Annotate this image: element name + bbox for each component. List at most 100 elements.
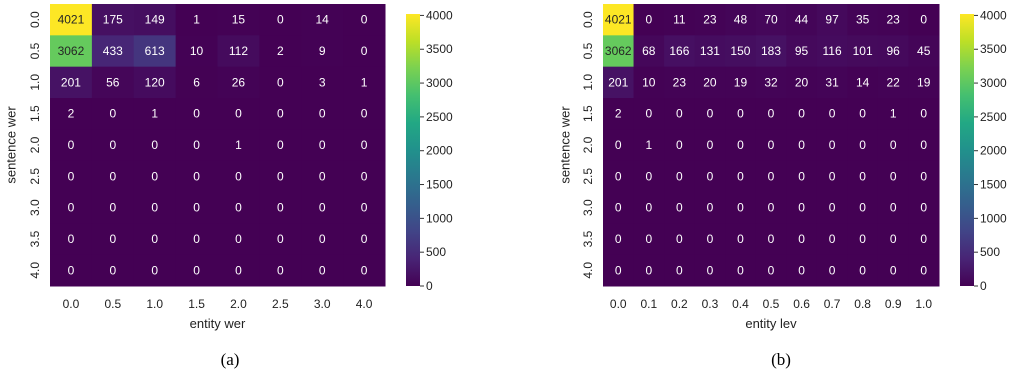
cell-value-label: 0	[68, 263, 75, 277]
cell-value-label: 23	[703, 13, 717, 27]
heatmap-cell	[908, 192, 940, 224]
colorbar-tick-label: 3000	[980, 76, 1007, 90]
heatmap-cell	[217, 4, 260, 36]
heatmap-cell	[908, 129, 940, 162]
heatmap-cell	[175, 129, 219, 162]
heatmap-cell	[175, 66, 219, 99]
colorbar	[960, 14, 974, 286]
heatmap-cell	[847, 160, 879, 193]
heatmap-cell	[343, 223, 386, 256]
cell-value-label: 0	[676, 169, 683, 183]
heatmap-cell	[816, 160, 848, 193]
y-tick-label: 2.0	[28, 136, 42, 153]
cell-value-label: 0	[920, 232, 927, 246]
cell-value-label: 175	[103, 13, 123, 27]
x-tick-label: 1.5	[188, 297, 205, 311]
cell-value-label: 0	[645, 169, 652, 183]
cell-value-label: 1	[890, 107, 897, 121]
cell-value-label: 0	[361, 13, 368, 27]
heatmap-cell	[175, 160, 219, 193]
cell-value-label: 0	[920, 13, 927, 27]
panel-caption: (b)	[771, 350, 791, 369]
heatmap-cell	[816, 35, 848, 68]
cell-value-label: 0	[798, 138, 805, 152]
cell-value-label: 20	[703, 75, 717, 89]
heatmap-cell	[786, 66, 818, 99]
cell-value-label: 0	[615, 138, 622, 152]
cell-value-label: 112	[229, 44, 248, 58]
heatmap-cell	[50, 4, 93, 36]
cell-value-label: 0	[920, 138, 927, 152]
cell-value-label: 0	[676, 107, 683, 121]
cell-value-label: 0	[645, 201, 652, 215]
cell-value-label: 201	[61, 75, 81, 89]
cell-value-label: 0	[829, 232, 836, 246]
x-tick-label: 0.5	[763, 297, 780, 311]
cell-value-label: 0	[859, 138, 866, 152]
cell-value-label: 0	[235, 201, 242, 215]
heatmap-cell	[603, 35, 635, 68]
heatmap-cell	[816, 254, 848, 287]
x-tick-label: 0.0	[610, 297, 627, 311]
heatmap-cell	[259, 35, 302, 68]
heatmap-cell	[633, 192, 665, 224]
cell-value-label: 0	[361, 138, 368, 152]
cell-value-label: 14	[856, 75, 870, 89]
heatmap-cell	[217, 192, 260, 224]
heatmap-cell	[755, 35, 787, 68]
heatmap-cell	[725, 129, 757, 162]
colorbar-tick-label: 0	[426, 279, 433, 293]
cell-value-label: 11	[673, 13, 686, 27]
heatmap-cell	[908, 66, 940, 99]
heatmap-cell	[343, 254, 386, 287]
heatmap-cell	[816, 66, 848, 99]
y-axis-label: sentence wer	[557, 106, 572, 184]
heatmap-cell	[50, 129, 93, 162]
cell-value-label: 2	[277, 44, 284, 58]
cell-value-label: 0	[707, 138, 714, 152]
heatmap-cell	[217, 35, 260, 68]
heatmap-cell	[755, 254, 787, 287]
cell-value-label: 0	[193, 263, 200, 277]
cell-value-label: 0	[235, 169, 242, 183]
heatmap-cell	[133, 129, 177, 162]
cell-value-label: 1	[361, 75, 368, 89]
cell-value-label: 0	[737, 138, 744, 152]
heatmap-cell	[259, 160, 302, 193]
heatmap-cell	[217, 223, 260, 256]
cell-value-label: 23	[887, 13, 901, 27]
cell-value-label: 0	[737, 263, 744, 277]
heatmap-cell	[217, 160, 260, 193]
cell-value-label: 0	[676, 232, 683, 246]
colorbar-tick-label: 2500	[426, 110, 453, 124]
heatmap-cell	[633, 4, 665, 36]
heatmap-cell	[847, 35, 879, 68]
heatmap-cell	[664, 160, 696, 193]
x-axis-label: entity wer	[190, 316, 246, 331]
cell-value-label: 68	[642, 44, 656, 58]
heatmap-cell	[301, 129, 344, 162]
x-tick-label: 4.0	[356, 297, 373, 311]
heatmap-cell	[217, 66, 260, 99]
heatmap-cell	[786, 223, 818, 256]
y-tick-label: 3.5	[28, 230, 42, 247]
cell-value-label: 0	[615, 263, 622, 277]
heatmap-cell	[91, 4, 135, 36]
cell-value-label: 0	[277, 169, 284, 183]
heatmap-cell	[847, 192, 879, 224]
colorbar-tick-label: 4000	[426, 8, 453, 22]
cell-value-label: 19	[734, 75, 748, 89]
cell-value-label: 3062	[58, 44, 85, 58]
colorbar-tick-label: 4000	[980, 8, 1007, 22]
cell-value-label: 0	[859, 201, 866, 215]
cell-value-label: 0	[193, 232, 200, 246]
heatmap-cell	[786, 160, 818, 193]
y-tick-label: 0.0	[581, 11, 595, 28]
heatmap-cell	[694, 4, 726, 36]
heatmap-cell	[175, 223, 219, 256]
heatmap-cell	[725, 4, 757, 36]
heatmap-cell	[175, 35, 219, 68]
y-tick-label: 3.5	[581, 230, 595, 247]
cell-value-label: 0	[798, 169, 805, 183]
